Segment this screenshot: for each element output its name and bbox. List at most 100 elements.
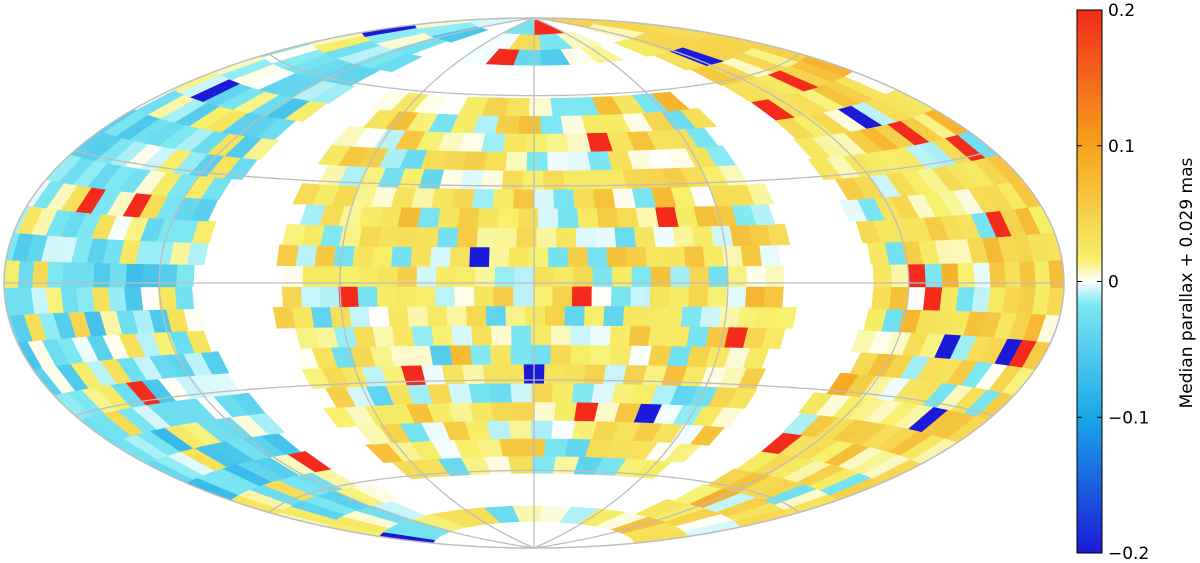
healpix-pixel (625, 246, 647, 267)
healpix-pixel (329, 306, 352, 328)
healpix-pixel (592, 188, 616, 209)
healpix-pixel (576, 207, 599, 228)
healpix-pixel (546, 151, 570, 171)
healpix-pixel (391, 325, 415, 347)
healpix-pixel (425, 305, 448, 327)
healpix-pixel (386, 305, 409, 327)
healpix-pixel (485, 305, 506, 326)
healpix-pixel (451, 188, 475, 209)
healpix-pixel (527, 246, 549, 268)
healpix-pixel (608, 344, 632, 366)
healpix-pixel (456, 226, 478, 248)
healpix-pixel (668, 285, 690, 307)
healpix-pixel (553, 401, 578, 421)
healpix-pixel (545, 133, 570, 153)
grid-meridian (533, 17, 910, 549)
colorbar-tick-label: 0 (1108, 273, 1119, 293)
healpix-pixel (414, 285, 436, 307)
healpix-pixel (291, 347, 319, 370)
grid-meridian (339, 17, 535, 549)
colorbar-tick-label: 0.2 (1108, 1, 1135, 21)
healpix-pixel (571, 285, 592, 307)
healpix-pixel (613, 226, 636, 248)
healpix-pixel (543, 438, 569, 457)
healpix-pixel (922, 286, 943, 311)
healpix-pixel (955, 286, 975, 312)
healpix-pixel (744, 286, 766, 308)
healpix-pixel (672, 484, 724, 505)
healpix-pixel (755, 306, 779, 329)
healpix-pixel (494, 115, 520, 134)
healpix-pixel (517, 208, 539, 228)
healpix-pixel (702, 245, 725, 267)
healpix-pixel (469, 344, 492, 365)
healpix-pixel (532, 188, 555, 209)
healpix-pixel (644, 246, 667, 267)
healpix-pixel (586, 246, 608, 267)
healpix-pixel (291, 306, 315, 329)
healpix-pixel (613, 38, 670, 57)
healpix-pixel (549, 344, 572, 365)
healpix-pixel (465, 305, 487, 326)
healpix-pixel (510, 325, 532, 346)
healpix-pixel (476, 227, 498, 248)
healpix-pixel (450, 325, 473, 346)
healpix-pixel (633, 226, 656, 248)
healpix-pixel (539, 115, 564, 134)
healpix-pixel (107, 286, 127, 312)
healpix-pixel (569, 344, 592, 365)
healpix-pixel (740, 244, 762, 267)
healpix-pixel (605, 246, 628, 267)
healpix-pixel (871, 286, 892, 310)
healpix-pixel (725, 286, 747, 308)
healpix-pixel (850, 329, 878, 354)
healpix-pixel (509, 344, 531, 365)
healpix-pixel (371, 245, 393, 267)
healpix-pixel (567, 246, 588, 267)
healpix-pixel (492, 285, 514, 307)
healpix-pixel (569, 325, 592, 346)
healpix-pixel (281, 223, 307, 246)
healpix-pixel (566, 150, 591, 171)
healpix-pixel (410, 325, 434, 347)
healpix-pixel (470, 325, 493, 346)
healpix-pixel (456, 207, 480, 228)
healpix-pixel (590, 383, 616, 404)
healpix-pixel (685, 326, 710, 347)
healpix-pixel (647, 325, 671, 347)
healpix-pixel (495, 227, 517, 248)
healpix-pixel (292, 183, 322, 205)
healpix-pixel (416, 206, 441, 228)
healpix-pixel (276, 244, 299, 267)
healpix-pixel (570, 382, 595, 403)
healpix-pixel (356, 285, 378, 307)
healpix-pixel (467, 383, 492, 403)
healpix-pixel (699, 306, 722, 328)
healpix-pixel (735, 450, 782, 473)
healpix-pixel (445, 305, 467, 327)
healpix-pixel (281, 286, 303, 308)
coordinate-grid (4, 17, 1064, 549)
healpix-pixel (502, 133, 526, 153)
healpix-pixel (565, 132, 591, 152)
healpix-pixel (718, 306, 741, 328)
healpix-pixel (397, 226, 420, 247)
healpix-pixel (649, 285, 670, 307)
healpix-pixel (793, 137, 832, 160)
healpix-pixel (583, 305, 605, 326)
healpix-pixel (641, 305, 664, 327)
healpix-pixel (552, 188, 575, 209)
healpix-pixel (634, 499, 689, 518)
healpix-pixel (528, 98, 553, 117)
healpix-pixel (313, 245, 336, 267)
healpix-pixel (971, 286, 991, 313)
healpix-pixel (574, 227, 597, 248)
healpix-pixel (368, 90, 410, 111)
healpix-pixel (332, 125, 368, 147)
healpix-pixel (629, 285, 651, 307)
healpix-pixel (476, 207, 499, 228)
healpix-pixel (652, 226, 676, 247)
healpix-pixel (498, 438, 524, 457)
healpix-pixel (351, 245, 374, 267)
